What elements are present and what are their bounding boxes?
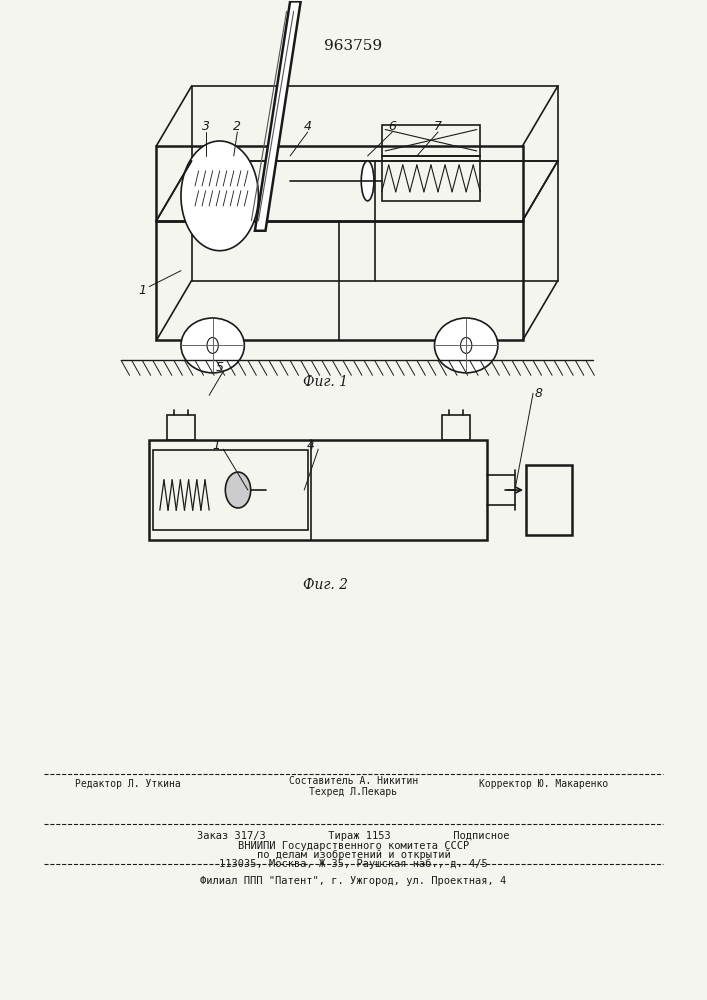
Text: Филиал ППП "Патент", г. Ужгород, ул. Проектная, 4: Филиал ППП "Патент", г. Ужгород, ул. Про… [200, 876, 507, 886]
Circle shape [460, 337, 472, 353]
Text: 4: 4 [304, 120, 312, 133]
Bar [149, 440, 487, 540]
Text: по делам изобретений и открытий: по делам изобретений и открытий [257, 850, 450, 860]
Ellipse shape [181, 318, 245, 373]
Bar [442, 415, 469, 440]
Bar [167, 415, 195, 440]
Bar [153, 450, 308, 530]
Text: 1: 1 [139, 284, 146, 297]
Text: 5: 5 [216, 361, 223, 374]
Bar [156, 221, 522, 340]
Text: Редактор Л. Уткина: Редактор Л. Уткина [75, 779, 181, 789]
Text: 2: 2 [233, 120, 241, 133]
Circle shape [226, 472, 251, 508]
Text: 1: 1 [212, 439, 220, 452]
Text: ВНИИПИ Государственного комитета СССР: ВНИИПИ Государственного комитета СССР [238, 841, 469, 851]
Text: 4: 4 [308, 439, 315, 452]
Circle shape [207, 337, 218, 353]
Bar [526, 465, 572, 535]
Text: Корректор Ю. Макаренко: Корректор Ю. Макаренко [479, 779, 608, 789]
Ellipse shape [435, 318, 498, 373]
Polygon shape [255, 1, 300, 231]
Ellipse shape [361, 161, 374, 201]
Bar [192, 161, 558, 281]
Text: 963759: 963759 [325, 39, 382, 53]
Bar [156, 146, 522, 221]
Text: 8: 8 [534, 387, 543, 400]
Text: 3: 3 [201, 120, 209, 133]
Bar [382, 125, 480, 156]
Text: Фиг. 2: Фиг. 2 [303, 578, 348, 592]
Text: Техред Л.Пекарь: Техред Л.Пекарь [310, 787, 397, 797]
Text: Составитель А. Никитин: Составитель А. Никитин [289, 776, 418, 786]
Text: 7: 7 [434, 120, 442, 133]
Text: 6: 6 [388, 120, 396, 133]
Bar [192, 86, 558, 161]
Text: Заказ 317/3          Тираж 1153          Подписное: Заказ 317/3 Тираж 1153 Подписное [197, 831, 510, 841]
Text: 113035, Москва, Ж-35, Раушская наб., д. 4/5: 113035, Москва, Ж-35, Раушская наб., д. … [219, 859, 488, 869]
Bar [382, 156, 480, 201]
Circle shape [181, 141, 259, 251]
Text: Фиг. 1: Фиг. 1 [303, 375, 348, 389]
